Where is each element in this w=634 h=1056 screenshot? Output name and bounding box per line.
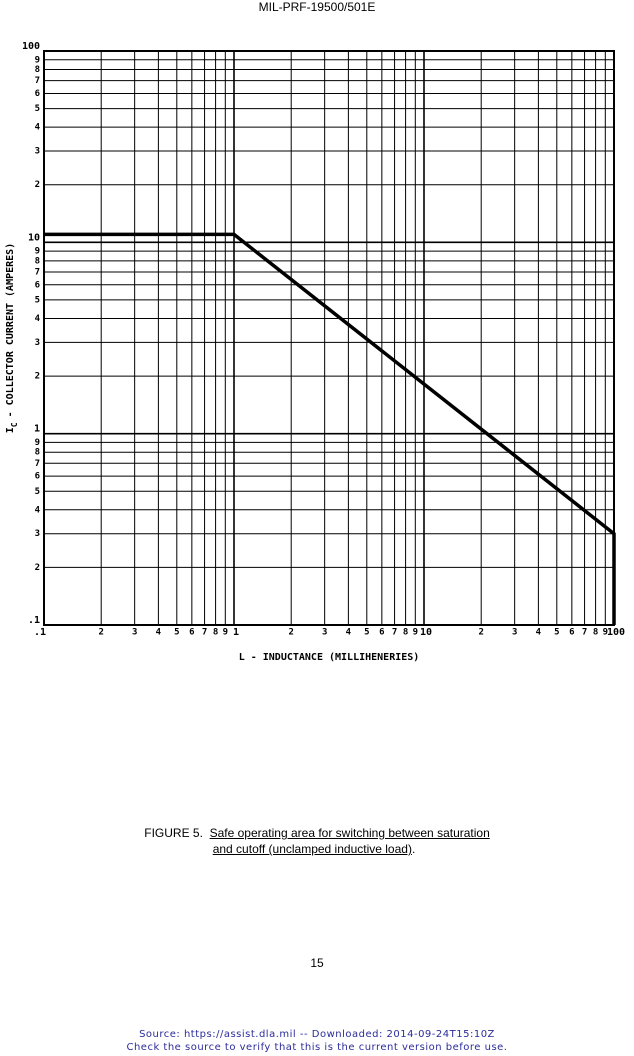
y-label-text: - COLLECTOR CURRENT (AMPERES) <box>5 243 16 418</box>
x-tick-label: 5 <box>364 628 369 638</box>
y-tick-label: .1 <box>28 615 40 626</box>
x-tick-label: 7 <box>582 628 587 638</box>
y-tick-label: 3 <box>35 147 40 157</box>
x-tick-label: 5 <box>174 628 179 638</box>
y-tick-label: 9 <box>35 438 40 448</box>
y-tick-label: 100 <box>22 41 40 52</box>
y-tick-label: 5 <box>35 104 40 114</box>
x-tick-label: 1 <box>233 627 239 638</box>
x-tick-label: 8 <box>213 628 218 638</box>
caption: FIGURE 5. Safe operating area for switch… <box>0 826 634 840</box>
x-tick-label: 2 <box>478 628 483 638</box>
x-tick-label: 9 <box>223 628 228 638</box>
page-number: 15 <box>310 956 324 970</box>
y-tick-label: 7 <box>35 76 40 86</box>
x-tick-label: 4 <box>346 628 352 638</box>
y-label-subscript: C <box>10 422 19 427</box>
x-tick-label: 5 <box>554 628 559 638</box>
x-tick-label: 3 <box>132 628 137 638</box>
x-tick-label: 9 <box>413 628 418 638</box>
y-tick-label: 9 <box>35 247 40 257</box>
y-tick-label: 7 <box>35 267 40 277</box>
y-axis-label: IC - COLLECTOR CURRENT (AMPERES) <box>5 243 19 433</box>
caption-line: Safe operating area for switching betwee… <box>209 826 490 840</box>
y-tick-label: 5 <box>35 487 40 497</box>
y-tick-label: 2 <box>35 372 40 382</box>
y-tick-label: 7 <box>35 459 40 469</box>
chart: L - INDUCTANCE (MILLIHENERIES) IC - COLLE… <box>5 41 625 663</box>
y-tick-label: 9 <box>35 55 40 65</box>
y-tick-label: 6 <box>35 280 40 290</box>
caption-line: and cutoff (unclamped inductive load) <box>212 842 412 856</box>
x-tick-label: 100 <box>607 627 625 638</box>
x-tick-label: 6 <box>569 628 574 638</box>
y-tick-label: 2 <box>35 563 40 573</box>
x-tick-label: 10 <box>420 627 432 638</box>
y-tick-label: 1 <box>34 424 40 435</box>
data-line <box>44 232 616 625</box>
caption-label: FIGURE 5. <box>144 826 203 840</box>
y-tick-label: 10 <box>28 232 40 243</box>
x-tick-label: 7 <box>392 628 397 638</box>
y-tick-label: 3 <box>35 338 40 348</box>
x-tick-label: 6 <box>379 628 384 638</box>
footer-line: Source: https://assist.dla.mil -- Downlo… <box>139 1029 495 1040</box>
x-tick-label: 2 <box>98 628 103 638</box>
caption-2: and cutoff (unclamped inductive load). <box>0 842 631 856</box>
y-tick-label: 4 <box>35 123 41 133</box>
x-tick-label: 8 <box>593 628 598 638</box>
x-tick-label: 6 <box>189 628 194 638</box>
x-tick-label: .1 <box>34 627 46 638</box>
x-tick-label: 7 <box>202 628 207 638</box>
y-tick-label: 4 <box>35 505 41 515</box>
y-tick-label: 8 <box>35 448 40 458</box>
x-tick-label: 3 <box>512 628 517 638</box>
y-tick-label: 8 <box>35 65 40 75</box>
y-tick-label: 6 <box>35 472 40 482</box>
doc-id: MIL-PRF-19500/501E <box>258 0 376 14</box>
y-tick-label: 6 <box>35 89 40 99</box>
x-tick-label: 8 <box>403 628 408 638</box>
x-axis-label: L - INDUCTANCE (MILLIHENERIES) <box>239 652 420 663</box>
plot-frame <box>43 50 615 626</box>
x-tick-label: 9 <box>603 628 608 638</box>
y-tick-label: 5 <box>35 295 40 305</box>
x-tick-label: 3 <box>322 628 327 638</box>
x-tick-label: 4 <box>156 628 162 638</box>
x-tick-label: 4 <box>536 628 542 638</box>
footer-line: Check the source to verify that this is … <box>126 1042 508 1053</box>
y-label-symbol: I <box>5 427 16 433</box>
y-tick-label: 2 <box>35 180 40 190</box>
caption-end: . <box>411 842 416 856</box>
x-tick-label: 2 <box>288 628 293 638</box>
y-tick-label: 4 <box>35 314 41 324</box>
y-tick-label: 8 <box>35 256 40 266</box>
y-tick-label: 3 <box>35 529 40 539</box>
